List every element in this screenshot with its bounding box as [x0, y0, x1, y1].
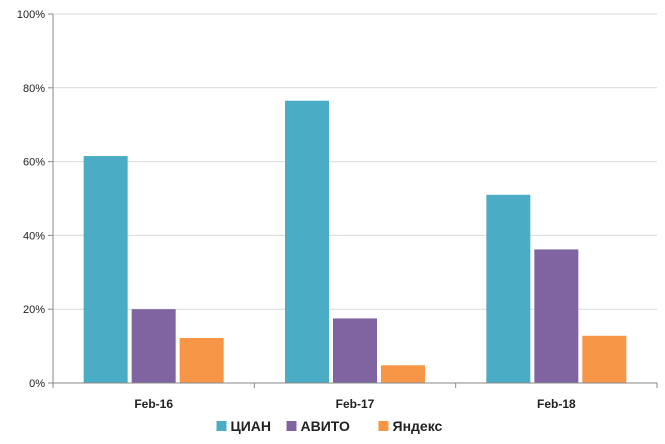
- x-axis: Feb-16 Feb-17 Feb-18: [52, 382, 658, 411]
- y-tick-label: 0%: [29, 378, 45, 390]
- x-tick-label: Feb-16: [134, 397, 173, 411]
- bar-АВИТО-Feb-18: [534, 249, 579, 383]
- bar-АВИТО-Feb-17: [333, 318, 377, 383]
- y-tick-label: 100%: [17, 9, 45, 21]
- legend-label: ЦИАН: [231, 418, 272, 434]
- legend-label: АВИТО: [301, 418, 350, 434]
- legend-swatch: [378, 421, 389, 431]
- legend-swatch: [286, 421, 297, 431]
- y-tick-label: 60%: [23, 157, 45, 169]
- bar-Яндекс-Feb-18: [582, 335, 627, 383]
- legend-swatch: [216, 421, 227, 431]
- bar-Яндекс-Feb-17: [381, 365, 425, 383]
- bar-ЦИАН-Feb-16: [83, 156, 128, 383]
- bars: [83, 100, 627, 383]
- bar-ЦИАН-Feb-17: [285, 100, 329, 383]
- bar-ЦИАН-Feb-18: [486, 194, 531, 383]
- y-tick-label: 40%: [23, 230, 45, 242]
- y-axis: 0% 20% 40% 60% 80% 100%: [17, 9, 54, 390]
- bar-Яндекс-Feb-16: [179, 337, 224, 383]
- x-tick-label: Feb-18: [537, 397, 576, 411]
- legend-label: Яндекс: [393, 418, 443, 434]
- y-tick-label: 20%: [23, 304, 45, 316]
- legend: ЦИАН АВИТО Яндекс: [216, 418, 443, 434]
- x-tick-label: Feb-17: [336, 397, 375, 411]
- y-tick-label: 80%: [23, 83, 45, 95]
- bar-АВИТО-Feb-16: [131, 309, 176, 383]
